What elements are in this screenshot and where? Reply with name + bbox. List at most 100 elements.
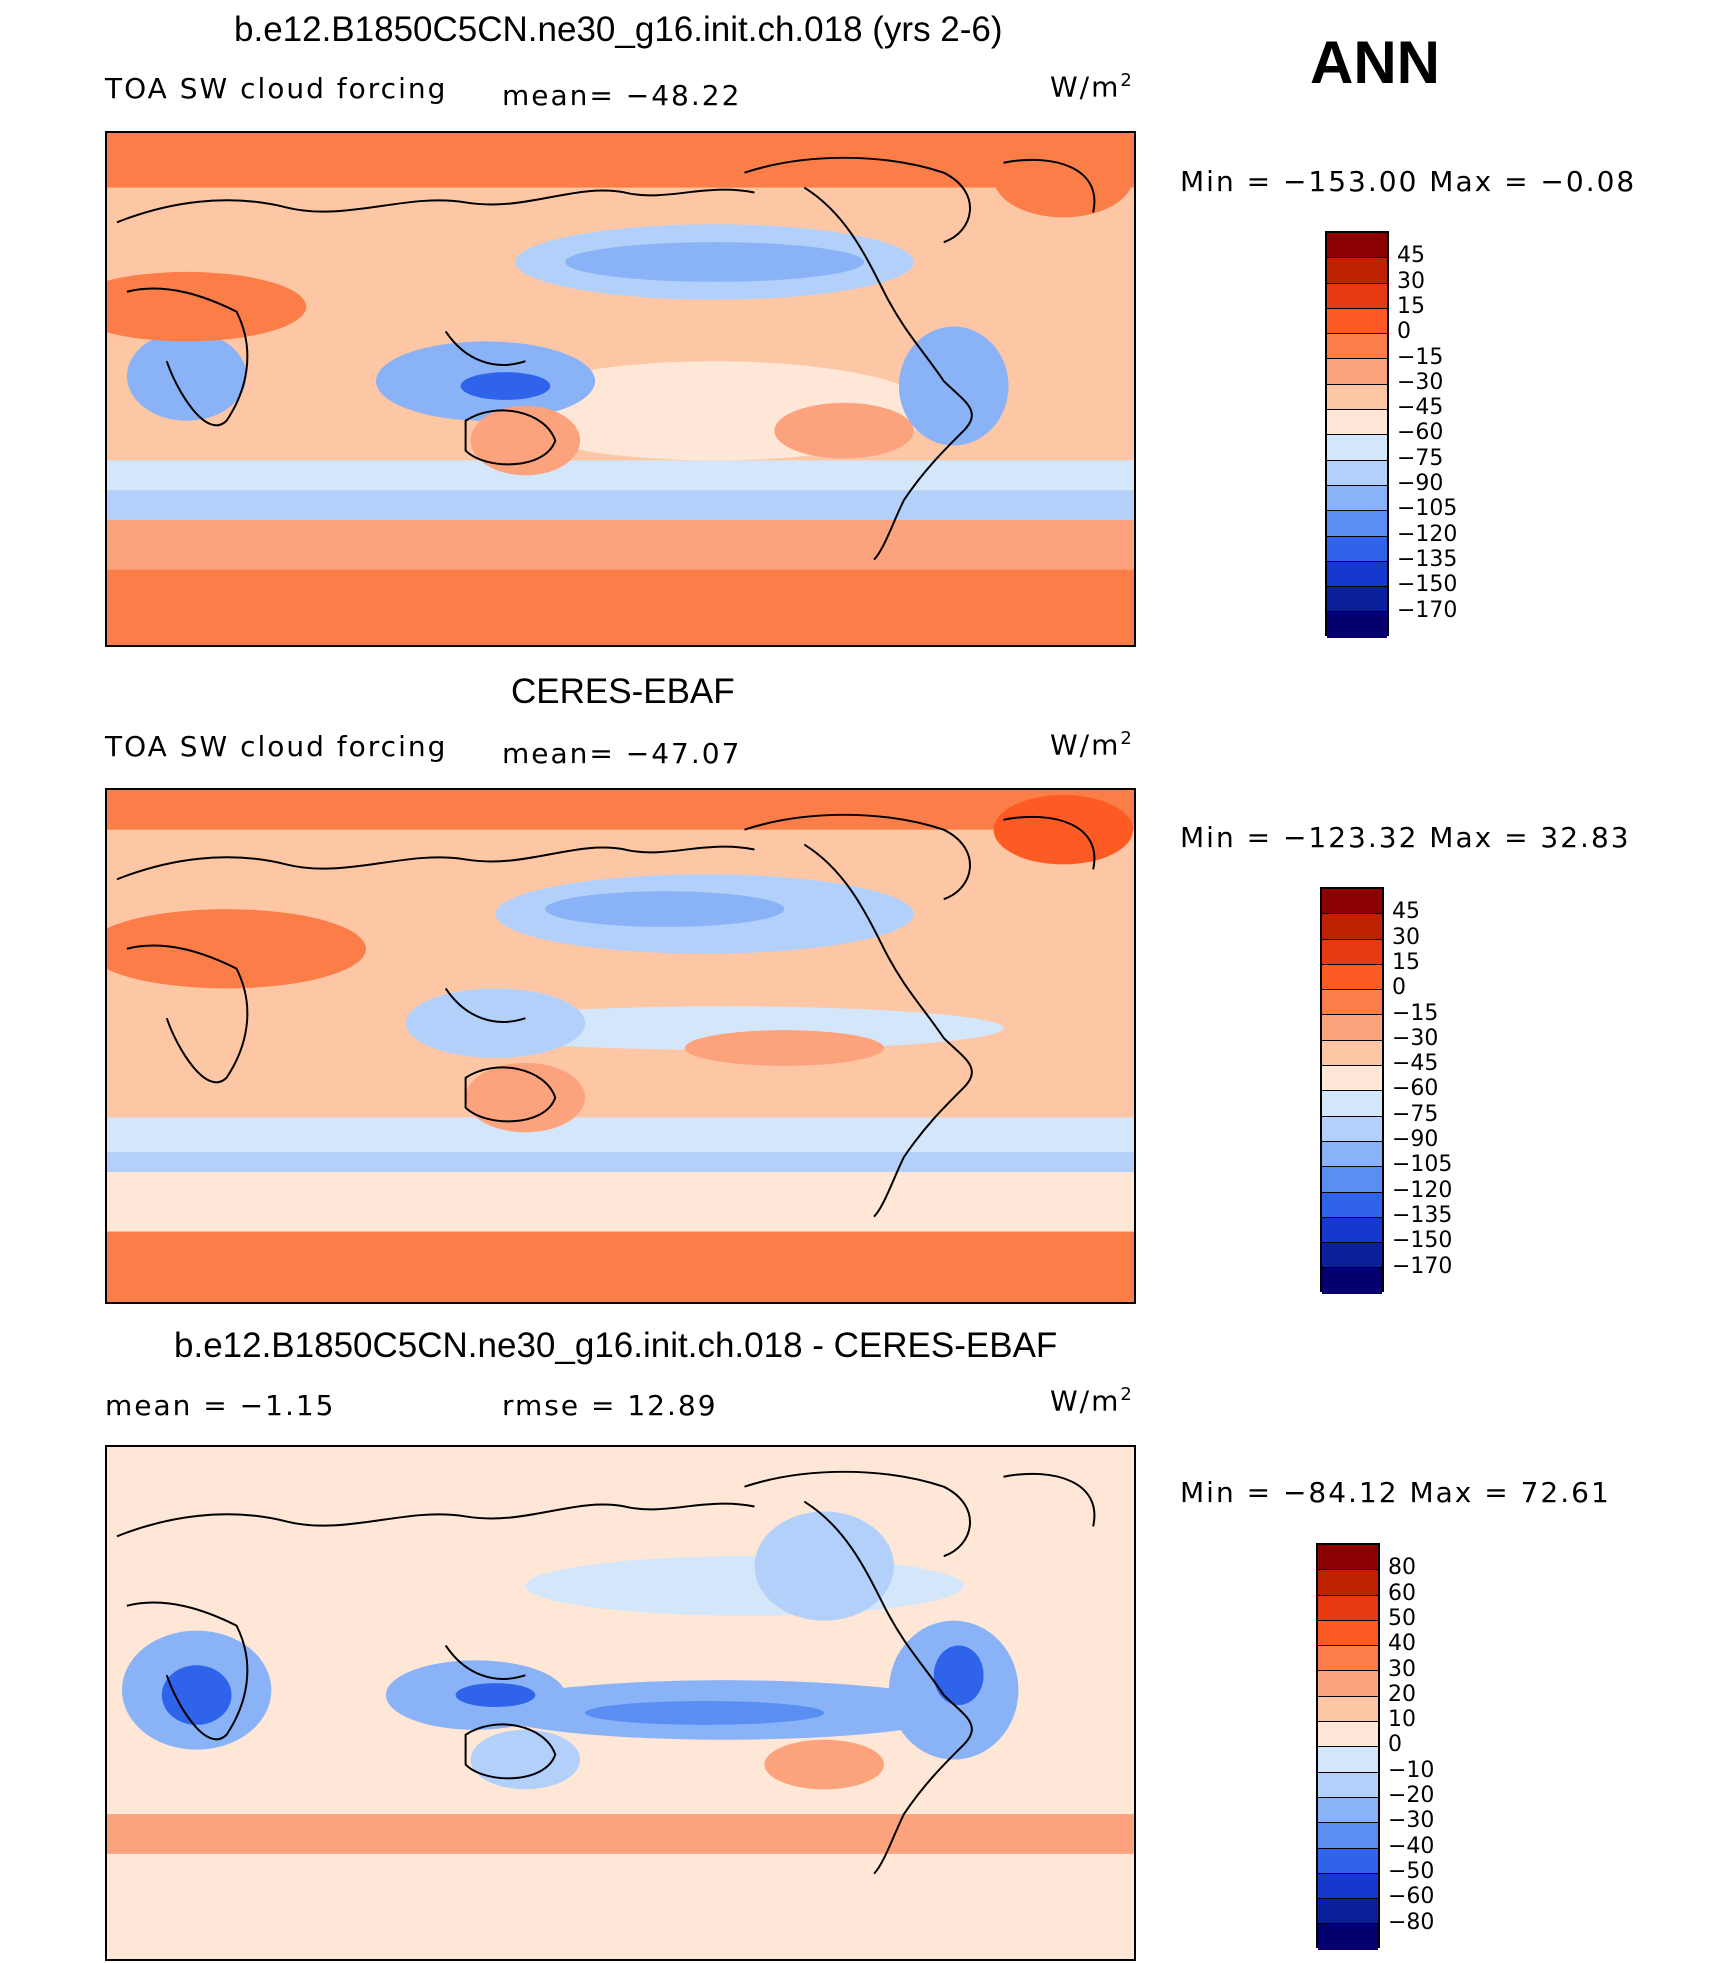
colorbar-label: −15 [1392, 1000, 1439, 1026]
panel-3-title: b.e12.B1850C5CN.ne30_g16.init.ch.018 - C… [174, 1326, 1058, 1365]
colorbar-label: −60 [1392, 1076, 1439, 1102]
colorbar-swatch [1327, 511, 1387, 537]
panel-1-mean-label: mean= −48.22 [502, 79, 742, 112]
panel-3-southern-ocean-band [107, 1814, 1134, 1854]
colorbar-label: −30 [1397, 369, 1444, 395]
panel-2-map [105, 788, 1136, 1304]
panel-1-title: b.e12.B1850C5CN.ne30_g16.init.ch.018 (yr… [234, 10, 1003, 49]
colorbar-label: 45 [1397, 243, 1425, 269]
panel-3-maritime-continent-core [455, 1683, 536, 1707]
panel-3-north-pacific [525, 1556, 964, 1616]
colorbar-label: −120 [1397, 521, 1458, 547]
colorbar-label: 0 [1388, 1732, 1402, 1758]
panel-2-equatorial-pacific [684, 1030, 884, 1066]
colorbar-swatch [1318, 1823, 1378, 1849]
panel-1-map [105, 131, 1136, 647]
colorbar-swatch [1327, 308, 1387, 335]
panel-3-min-max: Min = −84.12 Max = 72.61 [1180, 1476, 1611, 1509]
colorbar-swatch [1327, 283, 1387, 309]
colorbar-label: −45 [1392, 1051, 1439, 1077]
colorbar-label: 60 [1388, 1580, 1416, 1606]
colorbar-label: 15 [1397, 293, 1425, 319]
colorbar-label: 20 [1388, 1681, 1416, 1707]
panel-1-colorbar-swatches [1325, 231, 1389, 638]
season-label: ANN [1310, 29, 1440, 96]
colorbar-swatch [1322, 939, 1382, 965]
colorbar-swatch [1322, 889, 1382, 915]
panel-1-southern-transition-band [107, 519, 1134, 570]
panel-2-subantarctic-band [107, 1117, 1134, 1153]
colorbar-label: −120 [1392, 1177, 1453, 1203]
panel-1-southern-ocean-band [107, 490, 1134, 520]
colorbar-swatch [1322, 1141, 1382, 1168]
colorbar-swatch [1322, 1268, 1382, 1294]
colorbar-swatch [1327, 612, 1387, 638]
panel-2-north-pacific-cloud-core [545, 891, 785, 927]
panel-3-units: W/m2 [1050, 1384, 1132, 1418]
colorbar-swatch [1322, 1091, 1382, 1117]
colorbar-swatch [1327, 359, 1387, 385]
panel-1-min-max: Min = −153.00 Max = −0.08 [1180, 165, 1637, 198]
panel-3-central-africa-core [161, 1665, 232, 1725]
panel-3-map [105, 1445, 1136, 1961]
panel-2-maritime-continent [405, 988, 586, 1058]
colorbar-swatch [1322, 964, 1382, 991]
panel-2-mean-label: mean= −47.07 [502, 737, 742, 770]
panel-2-southern-transition-band [107, 1172, 1134, 1232]
panel-1-variable-label: TOA SW cloud forcing [105, 72, 448, 105]
panel-2-coastlines [116, 813, 1096, 1218]
colorbar-swatch [1327, 460, 1387, 486]
panel-3-colorbar-swatches [1316, 1543, 1380, 1950]
colorbar-label: −90 [1397, 471, 1444, 496]
panel-1-australia [470, 405, 581, 476]
colorbar-swatch [1327, 233, 1387, 259]
panel-3-southeast-pacific [764, 1739, 884, 1790]
panel-2-units: W/m2 [1050, 728, 1132, 762]
panel-3-rmse-label: rmse = 12.89 [502, 1389, 718, 1422]
panel-3-coastlines [116, 1470, 1096, 1875]
panel-2-greenland [993, 794, 1134, 865]
colorbar-label: −30 [1388, 1808, 1435, 1834]
colorbar-label: −50 [1388, 1858, 1435, 1884]
panel-1-coastlines [116, 156, 1096, 561]
panel-1-central-africa [126, 331, 247, 421]
colorbar-swatch [1327, 485, 1387, 512]
colorbar-swatch [1327, 587, 1387, 613]
panel-1-amazon [898, 326, 1009, 446]
panel-2-title: CERES-EBAF [511, 672, 735, 711]
colorbar-swatch [1318, 1924, 1378, 1950]
panel-3-amazon-core [933, 1645, 984, 1705]
panel-2-australia [465, 1062, 586, 1133]
colorbar-label: 10 [1388, 1707, 1416, 1733]
colorbar-swatch [1322, 1192, 1382, 1218]
colorbar-swatch [1318, 1595, 1378, 1621]
colorbar-swatch [1318, 1722, 1378, 1748]
panel-2-antarctic-band [107, 1231, 1134, 1302]
colorbar-label: 30 [1392, 924, 1420, 950]
panel-3-mean-label: mean = −1.15 [105, 1389, 336, 1422]
colorbar-swatch [1318, 1620, 1378, 1647]
colorbar-label: 0 [1392, 975, 1406, 1001]
colorbar-label: 30 [1397, 268, 1425, 294]
colorbar-label: −170 [1397, 597, 1458, 623]
colorbar-swatch [1318, 1848, 1378, 1874]
colorbar-label: 50 [1388, 1605, 1416, 1631]
colorbar-swatch [1327, 384, 1387, 411]
colorbar-label: −105 [1397, 496, 1458, 522]
colorbar-label: −90 [1392, 1127, 1439, 1152]
panel-2-variable-label: TOA SW cloud forcing [105, 730, 448, 763]
colorbar-swatch [1327, 410, 1387, 436]
colorbar-swatch [1318, 1545, 1378, 1571]
colorbar-label: −15 [1397, 344, 1444, 370]
panel-1-subantarctic-band [107, 460, 1134, 491]
colorbar-label: 0 [1397, 319, 1411, 345]
panel-1-units: W/m2 [1050, 70, 1132, 104]
colorbar-swatch [1327, 536, 1387, 562]
colorbar-swatch [1327, 258, 1387, 284]
colorbar-swatch [1322, 1040, 1382, 1067]
panel-3-equatorial-pacific-core [585, 1701, 825, 1725]
colorbar-label: 45 [1392, 899, 1420, 925]
colorbar-swatch [1318, 1570, 1378, 1596]
colorbar-label: −60 [1388, 1884, 1435, 1910]
panel-2-southern-ocean-band [107, 1152, 1134, 1173]
